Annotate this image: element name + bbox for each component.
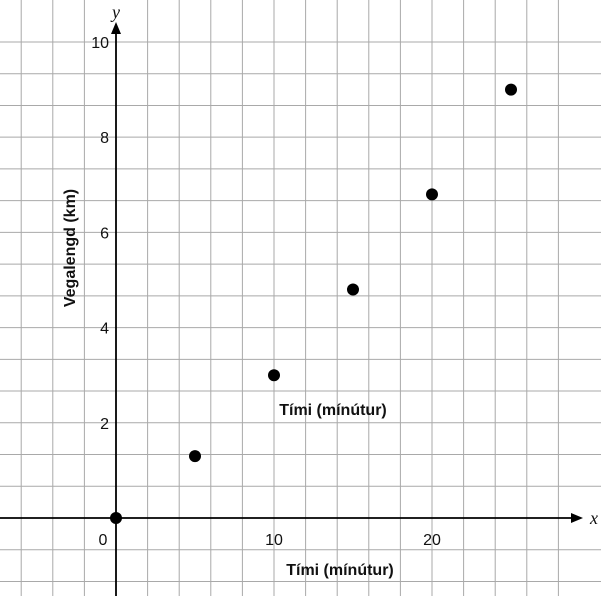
data-points: [110, 83, 517, 524]
y-axis-arrowhead: [111, 22, 121, 34]
x-axis-title-inside: Tími (mínútur): [279, 402, 387, 419]
x-tick-label: 10: [265, 532, 283, 549]
y-tick-labels: 2 4 6 8 10: [91, 35, 109, 433]
data-point: [505, 83, 517, 96]
y-tick-label: 8: [100, 130, 109, 147]
data-point: [189, 450, 201, 463]
data-point: [347, 283, 359, 296]
y-tick-label: 4: [100, 321, 109, 338]
y-tick-label: 10: [91, 35, 109, 52]
x-tick-labels: 0 10 20: [99, 532, 441, 549]
x-axis-title: Tími (mínútur): [286, 562, 394, 579]
y-axis-letter: y: [110, 2, 120, 22]
x-tick-label: 20: [423, 532, 441, 549]
data-point: [268, 369, 280, 382]
data-point: [426, 188, 438, 201]
x-tick-label: 0: [99, 532, 108, 549]
y-axis-title: Vegalengd (km): [62, 189, 79, 307]
y-tick-label: 2: [100, 416, 109, 433]
data-point: [110, 512, 122, 524]
x-axis-letter: x: [589, 508, 598, 528]
y-tick-label: 6: [100, 225, 109, 242]
x-axis-arrowhead: [571, 513, 583, 523]
